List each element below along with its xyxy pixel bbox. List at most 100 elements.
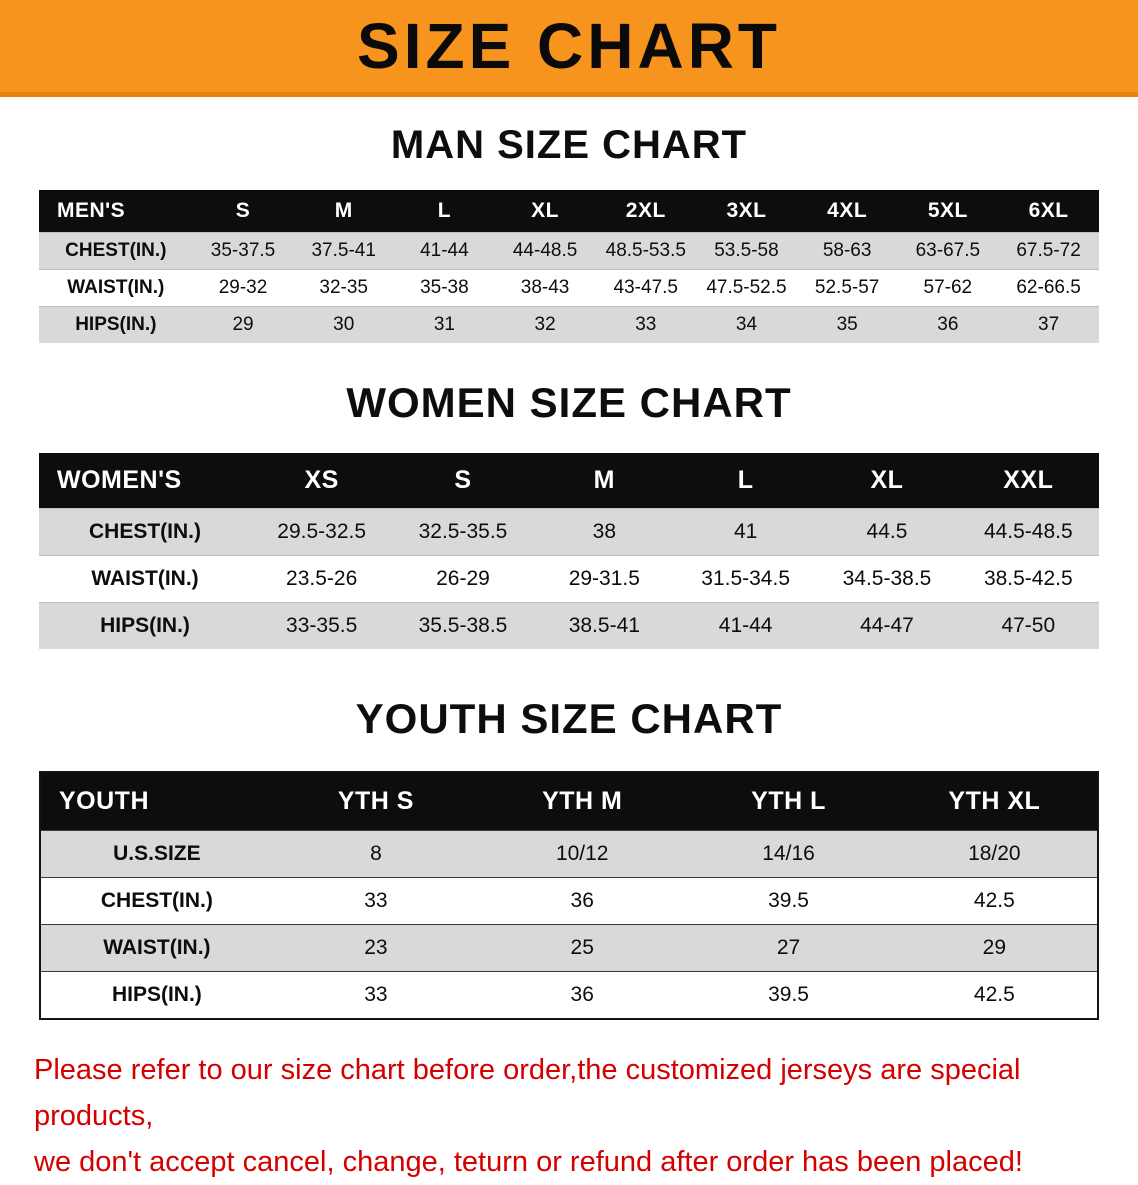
measurement-label: WAIST(IN.) <box>39 269 193 307</box>
measurement-value: 31.5-34.5 <box>674 555 817 603</box>
women-size-section: WOMEN SIZE CHART WOMEN'S XS S M L XL XXL CHEST(… <box>0 379 1138 649</box>
measurement-value: 44-48.5 <box>494 232 596 270</box>
measurement-value: 63-67.5 <box>897 232 999 270</box>
size-column-header: S <box>192 190 294 233</box>
measurement-label: WAIST(IN.) <box>39 555 251 603</box>
table-title-cell: YOUTH <box>40 772 273 831</box>
measurement-label: U.S.SIZE <box>40 830 273 878</box>
measurement-value: 47.5-52.5 <box>696 269 797 307</box>
measurement-value: 34.5-38.5 <box>816 555 958 603</box>
size-column-header: M <box>533 453 675 509</box>
measurement-value: 33 <box>272 877 480 925</box>
men-section-heading: MAN SIZE CHART <box>390 123 748 167</box>
measurement-value: 67.5-72 <box>998 232 1099 270</box>
measurement-label: CHEST(IN.) <box>39 232 193 270</box>
measurement-value: 35-38 <box>394 269 495 307</box>
measurement-row: HIPS(IN.) 29 30 31 32 33 34 35 36 37 <box>39 306 1099 343</box>
measurement-value: 44.5-48.5 <box>957 508 1099 556</box>
measurement-value: 44-47 <box>816 602 958 649</box>
measurement-value: 44.5 <box>816 508 958 556</box>
youth-size-section: YOUTH SIZE CHART YOUTH YTH S YTH M YTH L YTH… <box>0 695 1138 1020</box>
measurement-label: CHEST(IN.) <box>40 877 273 925</box>
measurement-value: 26-29 <box>392 555 534 603</box>
measurement-value: 23 <box>272 924 480 972</box>
men-size-table: MEN'S S M L XL 2XL 3XL 4XL 5XL 6XL CHEST(IN.) 35-37… <box>39 190 1099 343</box>
size-column-header: YTH L <box>685 772 892 831</box>
measurement-label: HIPS(IN.) <box>39 306 193 343</box>
size-column-header: YTH M <box>479 772 686 831</box>
page-title: SIZE CHART <box>357 10 781 82</box>
measurement-value: 36 <box>479 877 686 925</box>
measurement-label: WAIST(IN.) <box>40 924 273 972</box>
measurement-row: CHEST(IN.) 35-37.5 37.5-41 41-44 44-48.5 48.5… <box>39 232 1099 270</box>
measurement-value: 33 <box>595 306 697 343</box>
measurement-value: 39.5 <box>685 971 892 1019</box>
table-title-cell: WOMEN'S <box>39 453 251 509</box>
measurement-value: 38 <box>533 508 675 556</box>
measurement-value: 52.5-57 <box>796 269 898 307</box>
measurement-value: 34 <box>696 306 797 343</box>
banner: SIZE CHART <box>0 0 1138 97</box>
measurement-value: 18/20 <box>891 830 1098 878</box>
measurement-value: 36 <box>897 306 999 343</box>
measurement-label: CHEST(IN.) <box>39 508 251 556</box>
measurement-value: 37.5-41 <box>293 232 395 270</box>
measurement-value: 23.5-26 <box>251 555 393 603</box>
size-column-header: L <box>394 190 495 233</box>
size-column-header: M <box>293 190 395 233</box>
measurement-value: 37 <box>998 306 1099 343</box>
measurement-value: 41 <box>674 508 817 556</box>
women-section-heading: WOMEN SIZE CHART <box>346 379 792 426</box>
size-column-header: 2XL <box>595 190 697 233</box>
measurement-value: 29 <box>192 306 294 343</box>
size-column-header: XL <box>494 190 596 233</box>
table-header-row: WOMEN'S XS S M L XL XXL <box>39 453 1099 509</box>
measurement-value: 35.5-38.5 <box>392 602 534 649</box>
order-notice: Please refer to our size chart before or… <box>0 1048 1138 1185</box>
men-size-section: MAN SIZE CHART MEN'S S M L XL 2XL 3XL 4XL 5XL 6XL… <box>0 123 1138 343</box>
measurement-row: WAIST(IN.) 23.5-26 26-29 29-31.5 31.5-34.5 34… <box>39 555 1099 603</box>
measurement-row: WAIST(IN.) 29-32 32-35 35-38 38-43 43-47.5 47.… <box>39 269 1099 307</box>
measurement-value: 25 <box>479 924 686 972</box>
measurement-value: 33 <box>272 971 480 1019</box>
measurement-row: CHEST(IN.) 29.5-32.5 32.5-35.5 38 41 44.5 44.5… <box>39 508 1099 556</box>
measurement-value: 8 <box>272 830 480 878</box>
size-column-header: L <box>674 453 817 509</box>
measurement-value: 10/12 <box>479 830 686 878</box>
size-column-header: XS <box>251 453 393 509</box>
size-column-header: S <box>392 453 534 509</box>
measurement-value: 35 <box>796 306 898 343</box>
measurement-value: 32.5-35.5 <box>392 508 534 556</box>
women-size-table: WOMEN'S XS S M L XL XXL CHEST(IN.) 29.5-32.5 32.5… <box>39 453 1099 649</box>
size-column-header: 4XL <box>796 190 898 233</box>
measurement-value: 14/16 <box>685 830 892 878</box>
measurement-value: 58-63 <box>796 232 898 270</box>
measurement-row: HIPS(IN.) 33-35.5 35.5-38.5 38.5-41 41-44 44-… <box>39 602 1099 649</box>
measurement-value: 42.5 <box>891 971 1098 1019</box>
measurement-value: 38-43 <box>494 269 596 307</box>
measurement-value: 38.5-42.5 <box>957 555 1099 603</box>
measurement-value: 53.5-58 <box>696 232 797 270</box>
measurement-value: 57-62 <box>897 269 999 307</box>
measurement-value: 33-35.5 <box>251 602 393 649</box>
measurement-value: 62-66.5 <box>998 269 1099 307</box>
measurement-row: HIPS(IN.) 33 36 39.5 42.5 <box>40 971 1098 1019</box>
measurement-value: 41-44 <box>674 602 817 649</box>
size-column-header: YTH S <box>272 772 480 831</box>
measurement-value: 47-50 <box>957 602 1099 649</box>
measurement-label: HIPS(IN.) <box>39 602 251 649</box>
youth-size-table: YOUTH YTH S YTH M YTH L YTH XL U.S.SIZE 8 10/12… <box>39 771 1099 1020</box>
notice-line-1: Please refer to our size chart before or… <box>34 1054 1021 1132</box>
size-column-header: XL <box>816 453 958 509</box>
measurement-value: 32-35 <box>293 269 395 307</box>
measurement-value: 29-31.5 <box>533 555 675 603</box>
measurement-value: 39.5 <box>685 877 892 925</box>
measurement-value: 38.5-41 <box>533 602 675 649</box>
table-header-row: MEN'S S M L XL 2XL 3XL 4XL 5XL 6XL <box>39 190 1099 233</box>
size-column-header: 6XL <box>998 190 1099 233</box>
table-title-cell: MEN'S <box>39 190 193 233</box>
measurement-row: CHEST(IN.) 33 36 39.5 42.5 <box>40 877 1098 925</box>
size-column-header: YTH XL <box>891 772 1098 831</box>
measurement-value: 27 <box>685 924 892 972</box>
